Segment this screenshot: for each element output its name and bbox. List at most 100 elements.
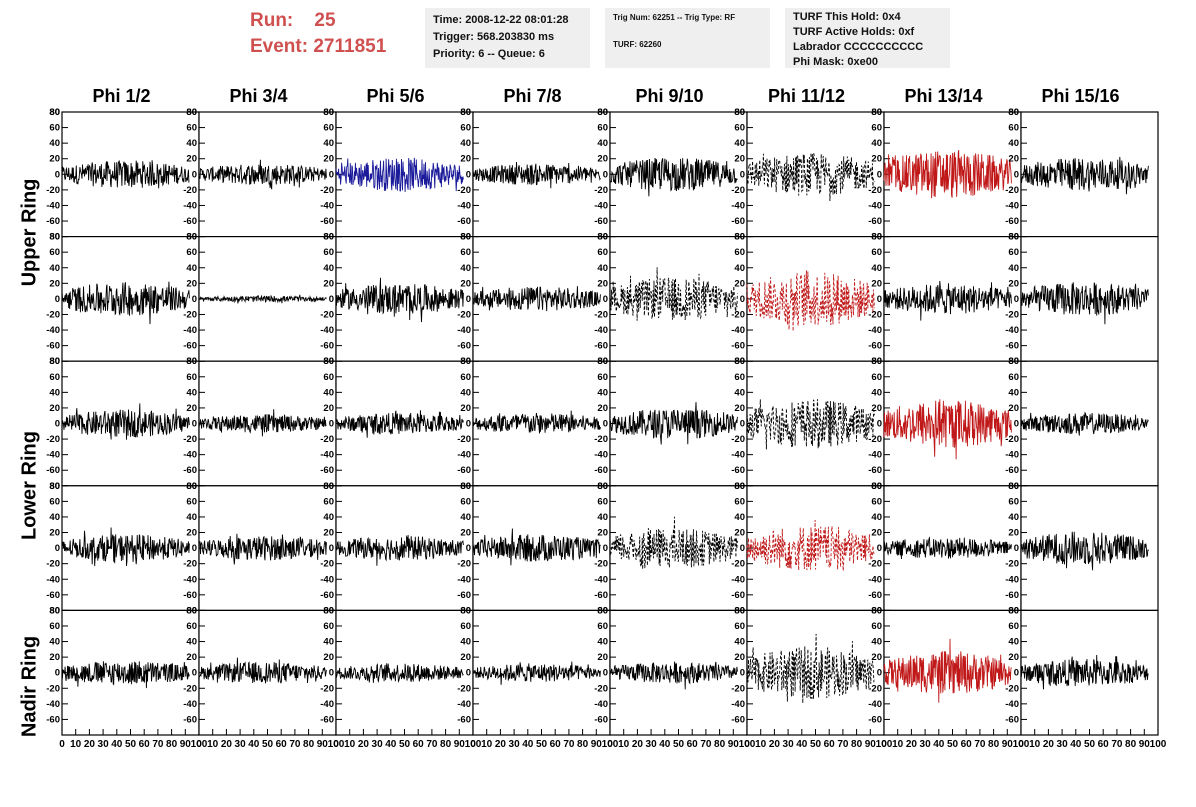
y-tick-label: -60 bbox=[594, 341, 608, 352]
y-tick-label: 20 bbox=[1008, 652, 1019, 663]
y-tick-label: 40 bbox=[49, 263, 60, 274]
y-tick-label: -20 bbox=[46, 559, 60, 570]
x-tick-label: 30 bbox=[509, 739, 521, 750]
priority-text: Priority: 6 -- Queue: 6 bbox=[433, 48, 545, 60]
y-tick-label: 20 bbox=[734, 154, 745, 165]
y-tick-label: -40 bbox=[46, 450, 60, 461]
x-tick-label: 90 bbox=[317, 739, 329, 750]
y-tick-label: 40 bbox=[49, 637, 60, 648]
y-tick-label: -60 bbox=[46, 341, 60, 352]
trigger-text: Trigger: 568.203830 ms bbox=[433, 31, 555, 43]
y-tick-label: 60 bbox=[460, 621, 471, 632]
y-tick-label: 20 bbox=[186, 154, 197, 165]
y-tick-label: 20 bbox=[186, 278, 197, 289]
y-tick-label: -40 bbox=[457, 450, 471, 461]
y-tick-label: -20 bbox=[1005, 185, 1019, 196]
y-tick-label: 80 bbox=[1008, 481, 1019, 492]
y-tick-label: 20 bbox=[49, 528, 60, 539]
y-tick-label: -40 bbox=[868, 574, 882, 585]
y-tick-label: 60 bbox=[597, 247, 608, 258]
y-tick-label: 0 bbox=[877, 419, 882, 430]
x-tick-label: 50 bbox=[810, 739, 822, 750]
y-tick-label: -60 bbox=[1005, 341, 1019, 352]
y-tick-label: 40 bbox=[734, 138, 745, 149]
y-tick-label: 0 bbox=[329, 169, 334, 180]
y-tick-label: -20 bbox=[320, 309, 334, 320]
x-tick-label: 20 bbox=[1043, 739, 1055, 750]
x-tick-label: 0 bbox=[607, 739, 613, 750]
y-tick-label: 60 bbox=[460, 372, 471, 383]
y-tick-label: 60 bbox=[49, 247, 60, 258]
y-tick-label: 60 bbox=[871, 247, 882, 258]
y-tick-label: 20 bbox=[460, 528, 471, 539]
panel-frame bbox=[1020, 485, 1159, 611]
y-tick-label: 40 bbox=[186, 263, 197, 274]
y-tick-label: -20 bbox=[183, 434, 197, 445]
y-tick-label: 80 bbox=[323, 107, 334, 118]
y-tick-label: 0 bbox=[1014, 543, 1019, 554]
x-tick-label: 30 bbox=[98, 739, 110, 750]
y-tick-label: -40 bbox=[731, 200, 745, 211]
x-tick-label: 60 bbox=[550, 739, 562, 750]
y-tick-label: 60 bbox=[323, 621, 334, 632]
y-tick-label: 0 bbox=[740, 294, 745, 305]
y-tick-label: 20 bbox=[323, 154, 334, 165]
y-tick-label: 80 bbox=[323, 481, 334, 492]
y-tick-label: 80 bbox=[49, 481, 60, 492]
x-tick-label: 40 bbox=[248, 739, 260, 750]
x-tick-label: 80 bbox=[303, 739, 315, 750]
y-tick-label: -40 bbox=[46, 325, 60, 336]
y-tick-label: 40 bbox=[597, 637, 608, 648]
waveform-trace bbox=[1020, 156, 1149, 195]
x-tick-label: 70 bbox=[152, 739, 164, 750]
y-tick-label: 20 bbox=[460, 278, 471, 289]
x-tick-label: 60 bbox=[1098, 739, 1110, 750]
x-tick-label: 30 bbox=[783, 739, 795, 750]
x-tick-label: 10 bbox=[892, 739, 904, 750]
y-tick-label: -40 bbox=[868, 325, 882, 336]
y-tick-label: -40 bbox=[183, 200, 197, 211]
y-tick-label: 40 bbox=[1008, 138, 1019, 149]
waveform-trace bbox=[61, 661, 190, 689]
x-tick-label: 90 bbox=[180, 739, 192, 750]
y-tick-label: 80 bbox=[186, 107, 197, 118]
y-tick-label: 0 bbox=[603, 543, 608, 554]
y-tick-label: 40 bbox=[460, 263, 471, 274]
x-tick-label: 40 bbox=[1070, 739, 1082, 750]
y-tick-label: 80 bbox=[49, 605, 60, 616]
y-tick-label: 40 bbox=[323, 263, 334, 274]
x-tick-label: 80 bbox=[166, 739, 178, 750]
y-tick-label: -20 bbox=[731, 185, 745, 196]
y-tick-label: 60 bbox=[597, 621, 608, 632]
y-tick-label: 80 bbox=[323, 481, 334, 492]
y-tick-label: 20 bbox=[323, 403, 334, 414]
y-tick-label: 80 bbox=[871, 232, 882, 243]
y-tick-label: 40 bbox=[1008, 387, 1019, 398]
y-tick-label: -20 bbox=[46, 434, 60, 445]
y-tick-label: 80 bbox=[734, 356, 745, 367]
x-tick-label: 60 bbox=[276, 739, 288, 750]
y-tick-label: -60 bbox=[183, 465, 197, 476]
y-tick-label: 80 bbox=[1008, 605, 1019, 616]
y-tick-label: -20 bbox=[46, 185, 60, 196]
y-tick-label: 40 bbox=[871, 637, 882, 648]
y-tick-label: 60 bbox=[186, 123, 197, 134]
y-tick-label: 60 bbox=[597, 372, 608, 383]
y-tick-label: 20 bbox=[1008, 528, 1019, 539]
y-tick-label: 0 bbox=[55, 419, 60, 430]
x-tick-label: 20 bbox=[769, 739, 781, 750]
y-tick-label: -40 bbox=[46, 699, 60, 710]
y-tick-label: 20 bbox=[460, 403, 471, 414]
x-tick-label: 0 bbox=[470, 739, 476, 750]
y-tick-label: 80 bbox=[186, 232, 197, 243]
x-tick-label: 20 bbox=[632, 739, 644, 750]
y-tick-label: 80 bbox=[323, 107, 334, 118]
y-tick-label: 20 bbox=[871, 278, 882, 289]
y-tick-label: -40 bbox=[183, 699, 197, 710]
phi-mask-text: Phi Mask: 0xe00 bbox=[793, 56, 878, 68]
y-tick-label: 60 bbox=[460, 496, 471, 507]
y-tick-label: 20 bbox=[49, 403, 60, 414]
y-tick-label: 0 bbox=[877, 169, 882, 180]
y-tick-label: 80 bbox=[597, 356, 608, 367]
y-tick-label: 0 bbox=[192, 543, 197, 554]
